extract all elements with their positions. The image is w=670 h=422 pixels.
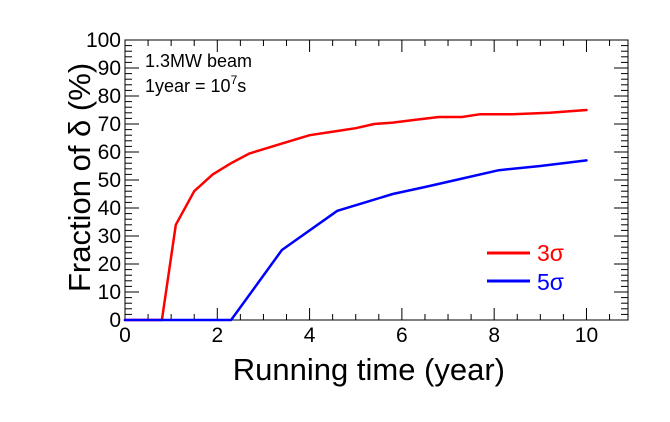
x-axis-title: Running time (year) [233, 352, 505, 387]
y-tick-label: 90 [98, 57, 121, 80]
x-tick-label: 4 [304, 324, 316, 347]
y-axis-title: Fraction of δ (%) [62, 63, 97, 292]
x-tick-label: 8 [488, 324, 500, 347]
y-tick-label: 80 [98, 85, 121, 108]
y-tick-label: 70 [98, 113, 121, 136]
series-layer [123, 108, 588, 322]
y-tick-label: 50 [98, 169, 121, 192]
legend: 3σ 5σ [487, 240, 564, 295]
y-tick-label: 0 [109, 309, 121, 332]
annotation: 1.3MW beam 1year = 107s [145, 51, 252, 96]
series-line-5sigma [123, 159, 588, 322]
series-line-3sigma [123, 108, 588, 322]
annotation-year-suffix: s [237, 76, 246, 96]
annotation-year-prefix: 1year = 10 [145, 76, 231, 96]
x-tick-label: 10 [575, 324, 598, 347]
annotation-year: 1year = 107s [145, 73, 246, 96]
y-tick-label: 100 [86, 29, 121, 52]
y-tick-label: 20 [98, 253, 121, 276]
y-tick-label: 10 [98, 281, 121, 304]
annotation-year-exponent: 7 [231, 73, 238, 87]
y-tick-label: 60 [98, 141, 121, 164]
annotation-beam: 1.3MW beam [145, 51, 252, 71]
x-tick-label: 6 [396, 324, 408, 347]
legend-label-5sigma: 5σ [537, 269, 564, 295]
legend-label-3sigma: 3σ [537, 240, 564, 266]
x-tick-label: 0 [119, 324, 131, 347]
x-tick-label: 2 [211, 324, 223, 347]
y-tick-label: 40 [98, 197, 121, 220]
y-tick-label: 30 [98, 225, 121, 248]
